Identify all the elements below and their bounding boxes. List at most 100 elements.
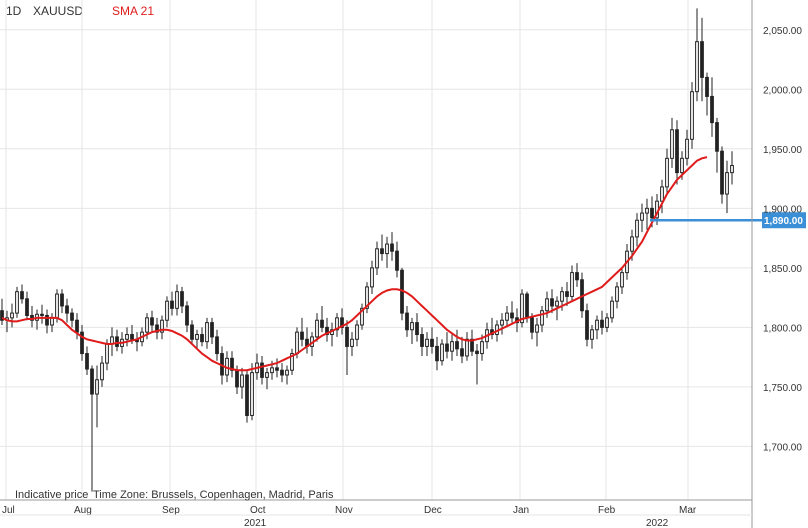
candle-body — [525, 293, 529, 319]
candle-body — [125, 334, 129, 340]
candle-body — [80, 331, 84, 355]
candle-body — [535, 324, 539, 333]
candle-body — [270, 367, 274, 374]
candle-body — [680, 157, 684, 174]
candle-body — [405, 312, 409, 331]
candle-body — [230, 357, 234, 371]
candle-body — [510, 312, 514, 319]
candle-body — [245, 374, 249, 416]
candle-body — [595, 319, 599, 331]
candle-body — [315, 319, 319, 338]
y-tick-label: 1,700.00 — [763, 442, 802, 453]
candle-body — [20, 291, 24, 300]
candle-body — [715, 122, 719, 152]
candle-body — [410, 322, 414, 331]
candle-body — [550, 298, 554, 307]
candle-body — [675, 129, 679, 174]
candle-body — [290, 353, 294, 371]
candle-body — [435, 345, 439, 362]
candle-body — [275, 367, 279, 371]
candle-body — [155, 324, 159, 333]
candle-body — [730, 164, 734, 174]
candle-body — [45, 314, 49, 326]
candle-body — [355, 324, 359, 340]
candle-body — [40, 313, 44, 316]
candle-body — [600, 319, 604, 328]
candle-body — [520, 293, 524, 324]
candle-body — [360, 307, 364, 326]
candle-body — [340, 317, 344, 328]
indicative-price-note: Indicative price — [15, 489, 89, 501]
candle-body — [685, 138, 689, 159]
candle-body — [325, 326, 329, 336]
candle-body — [440, 343, 444, 362]
candle-body — [350, 338, 354, 347]
candle-body — [710, 95, 714, 124]
candle-body — [15, 291, 19, 314]
y-tick-label: 2,050.00 — [763, 26, 802, 37]
candle-body — [215, 336, 219, 355]
symbol-label[interactable]: XAUUSD — [33, 4, 84, 18]
x-month-label: Aug — [74, 505, 92, 516]
x-month-label: Jul — [2, 505, 15, 516]
candle-body — [635, 219, 639, 238]
candle-body — [165, 300, 169, 321]
candle-body — [590, 329, 594, 340]
x-month-label: Nov — [335, 505, 353, 516]
candle-body — [25, 298, 29, 316]
candle-body — [505, 312, 509, 321]
candle-body — [700, 41, 704, 78]
candle-body — [605, 317, 609, 328]
candle-body — [445, 343, 449, 352]
candle-body — [145, 317, 149, 333]
candle-body — [455, 341, 459, 350]
candle-body — [260, 362, 264, 378]
candle-body — [720, 150, 724, 195]
x-month-label: Mar — [679, 505, 697, 516]
y-tick-label: 1,900.00 — [763, 204, 802, 215]
candle-body — [50, 317, 54, 326]
candle-body — [575, 272, 579, 281]
sma-line — [1, 156, 708, 372]
candle-body — [180, 291, 184, 307]
candle-body — [0, 310, 4, 321]
candle-body — [115, 336, 119, 347]
candle-body — [265, 372, 269, 378]
candle-body — [500, 319, 504, 326]
candle-body — [250, 372, 254, 416]
candle-body — [630, 236, 634, 252]
candle-body — [380, 248, 384, 255]
y-tick-label: 2,000.00 — [763, 85, 802, 96]
candle-body — [585, 310, 589, 340]
candle-body — [85, 353, 89, 370]
candle-body — [555, 300, 559, 307]
current-price-badge — [762, 212, 806, 229]
candle-body — [620, 272, 624, 288]
candle-body — [200, 334, 204, 343]
candle-body — [55, 293, 59, 319]
candle-body — [370, 267, 374, 288]
candle-body — [610, 300, 614, 319]
sma-indicator-label[interactable]: SMA 21 — [112, 4, 155, 18]
y-tick-label: 1,750.00 — [763, 383, 802, 394]
candle-body — [10, 312, 14, 319]
candle-body — [205, 322, 209, 343]
candle-body — [690, 91, 694, 140]
candle-body — [300, 331, 304, 340]
candle-body — [65, 305, 69, 314]
candle-body — [480, 341, 484, 355]
timeframe-label[interactable]: 1D — [6, 4, 22, 18]
candle-body — [195, 334, 199, 340]
candle-body — [335, 317, 339, 331]
candle-body — [105, 343, 109, 364]
candle-body — [640, 212, 644, 221]
candle-body — [670, 129, 674, 159]
x-month-label: Feb — [598, 505, 616, 516]
timezone-note: Time Zone: Brussels, Copenhagen, Madrid,… — [93, 489, 334, 501]
candle-body — [390, 243, 394, 252]
candle-body — [615, 286, 619, 302]
candle-body — [75, 319, 79, 333]
candle-body — [285, 369, 289, 376]
current-price-label: 1,890.00 — [764, 216, 803, 227]
